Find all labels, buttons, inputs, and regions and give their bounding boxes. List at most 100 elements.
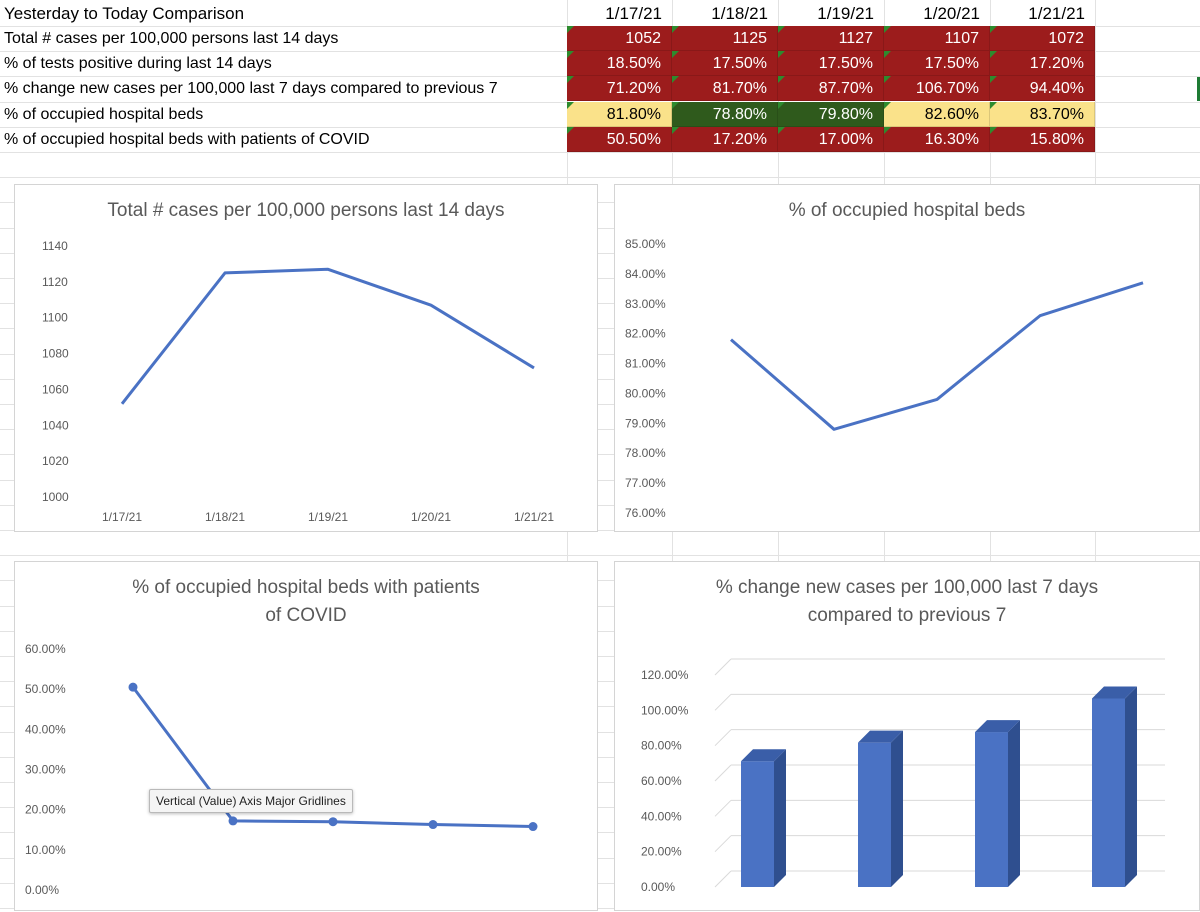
- value-text: 17.20%: [1029, 55, 1084, 72]
- grid-row-line: [0, 732, 1200, 733]
- value-cell[interactable]: 1072: [990, 26, 1095, 51]
- bar[interactable]: [741, 761, 774, 887]
- x-tick-label: 1/20/21: [411, 510, 451, 524]
- value-cell[interactable]: 71.20%: [567, 76, 672, 101]
- value-cell[interactable]: 1107: [884, 26, 990, 51]
- y-tick-label: 20.00%: [641, 845, 682, 859]
- grid-row-line: [0, 656, 1200, 657]
- table-title[interactable]: Yesterday to Today Comparison: [4, 4, 245, 23]
- value-text: 81.70%: [712, 80, 767, 97]
- row-label[interactable]: % of occupied hospital beds: [4, 106, 204, 123]
- value-text: 17.20%: [712, 131, 767, 148]
- bar[interactable]: [975, 732, 1008, 887]
- value-cell[interactable]: 94.40%: [990, 76, 1095, 101]
- comment-marker-icon: [884, 26, 891, 33]
- comment-marker-icon: [884, 51, 891, 58]
- value-text: 79.80%: [818, 106, 873, 123]
- y-tick-label: 1060: [42, 382, 69, 396]
- value-cell[interactable]: 1052: [567, 26, 672, 51]
- data-point[interactable]: [128, 682, 138, 692]
- chart-pct-change[interactable]: % change new cases per 100,000 last 7 da…: [614, 561, 1200, 911]
- y-tick-label: 50.00%: [25, 682, 66, 696]
- comment-marker-icon: [778, 26, 785, 33]
- value-cell[interactable]: 83.70%: [990, 102, 1095, 127]
- value-cell[interactable]: 81.80%: [567, 102, 672, 127]
- grid-row-line: [0, 782, 1200, 783]
- value-cell[interactable]: 17.00%: [778, 127, 884, 152]
- comment-marker-icon: [778, 127, 785, 134]
- row-label[interactable]: % change new cases per 100,000 last 7 da…: [4, 80, 498, 97]
- date-header[interactable]: 1/21/21: [1028, 4, 1085, 23]
- y-tick-label: 78.00%: [625, 446, 666, 460]
- selection-edge: [1197, 77, 1200, 101]
- value-cell[interactable]: 18.50%: [567, 51, 672, 76]
- chart-title: Total # cases per 100,000 persons last 1…: [107, 200, 505, 221]
- bar[interactable]: [858, 742, 891, 887]
- row-label[interactable]: % of tests positive during last 14 days: [4, 55, 272, 72]
- value-cell[interactable]: 87.70%: [778, 76, 884, 101]
- row-label[interactable]: Total # cases per 100,000 persons last 1…: [4, 30, 339, 47]
- data-point[interactable]: [528, 822, 538, 832]
- value-text: 83.70%: [1029, 106, 1084, 123]
- chart-occupied-beds[interactable]: % of occupied hospital beds 76.00% 77.00%…: [614, 184, 1200, 532]
- grid-row-line: [0, 454, 1200, 455]
- date-header[interactable]: 1/19/21: [817, 4, 874, 23]
- value-cell[interactable]: 1127: [778, 26, 884, 51]
- value-cell[interactable]: 17.20%: [990, 51, 1095, 76]
- bar[interactable]: [1092, 698, 1125, 887]
- bar-side: [1125, 686, 1137, 887]
- chart-title: % of occupied hospital beds with patient…: [132, 577, 480, 626]
- value-cell[interactable]: 16.30%: [884, 127, 990, 152]
- value-cell[interactable]: 17.20%: [672, 127, 778, 152]
- grid-row-line: [0, 681, 1200, 682]
- bar-top: [1092, 686, 1137, 699]
- data-point[interactable]: [328, 817, 338, 827]
- value-cell[interactable]: 50.50%: [567, 127, 672, 152]
- data-point[interactable]: [228, 816, 238, 826]
- value-text: 18.50%: [606, 55, 661, 72]
- value-cell[interactable]: 17.50%: [672, 51, 778, 76]
- y-tick-label: 1080: [42, 347, 69, 361]
- comment-marker-icon: [884, 102, 891, 109]
- comment-marker-icon: [778, 51, 785, 58]
- bar-side: [1008, 720, 1020, 887]
- value-cell[interactable]: 81.70%: [672, 76, 778, 101]
- value-text: 15.80%: [1029, 131, 1084, 148]
- value-cell[interactable]: 82.60%: [884, 102, 990, 127]
- value-cell[interactable]: 17.50%: [884, 51, 990, 76]
- y-tick-label: 81.00%: [625, 357, 666, 371]
- series-line[interactable]: [120, 267, 535, 405]
- value-cell[interactable]: 106.70%: [884, 76, 990, 101]
- value-cell[interactable]: 15.80%: [990, 127, 1095, 152]
- date-header[interactable]: 1/18/21: [711, 4, 768, 23]
- y-tick-label: 30.00%: [25, 763, 66, 777]
- value-cell[interactable]: 17.50%: [778, 51, 884, 76]
- chart-covid-beds[interactable]: % of occupied hospital beds with patient…: [14, 561, 598, 911]
- grid-row-line: [0, 328, 1200, 329]
- y-tick-label: 60.00%: [25, 642, 66, 656]
- grid-row-line: [0, 177, 1200, 178]
- grid-row-line: [0, 807, 1200, 808]
- comment-marker-icon: [567, 51, 574, 58]
- row-label[interactable]: % of occupied hospital beds with patient…: [4, 131, 370, 148]
- date-header[interactable]: 1/17/21: [605, 4, 662, 23]
- bar-top: [975, 720, 1020, 733]
- bar-top: [858, 730, 903, 743]
- data-point[interactable]: [428, 820, 438, 830]
- value-cell[interactable]: 1125: [672, 26, 778, 51]
- value-text: 1072: [1048, 30, 1084, 47]
- value-text: 17.50%: [818, 55, 873, 72]
- x-tick-label: 1/19/21: [308, 510, 348, 524]
- grid-row-line: [0, 580, 1200, 581]
- comment-marker-icon: [884, 127, 891, 134]
- value-cell[interactable]: 79.80%: [778, 102, 884, 127]
- value-cell[interactable]: 78.80%: [672, 102, 778, 127]
- grid-row-line: [0, 429, 1200, 430]
- y-tick-label: 85.00%: [625, 237, 666, 251]
- comment-marker-icon: [672, 26, 679, 33]
- series-line[interactable]: [730, 281, 1144, 431]
- date-header[interactable]: 1/20/21: [923, 4, 980, 23]
- chart-total-cases[interactable]: Total # cases per 100,000 persons last 1…: [14, 184, 598, 532]
- y-tick-label: 82.00%: [625, 327, 666, 341]
- comment-marker-icon: [778, 102, 785, 109]
